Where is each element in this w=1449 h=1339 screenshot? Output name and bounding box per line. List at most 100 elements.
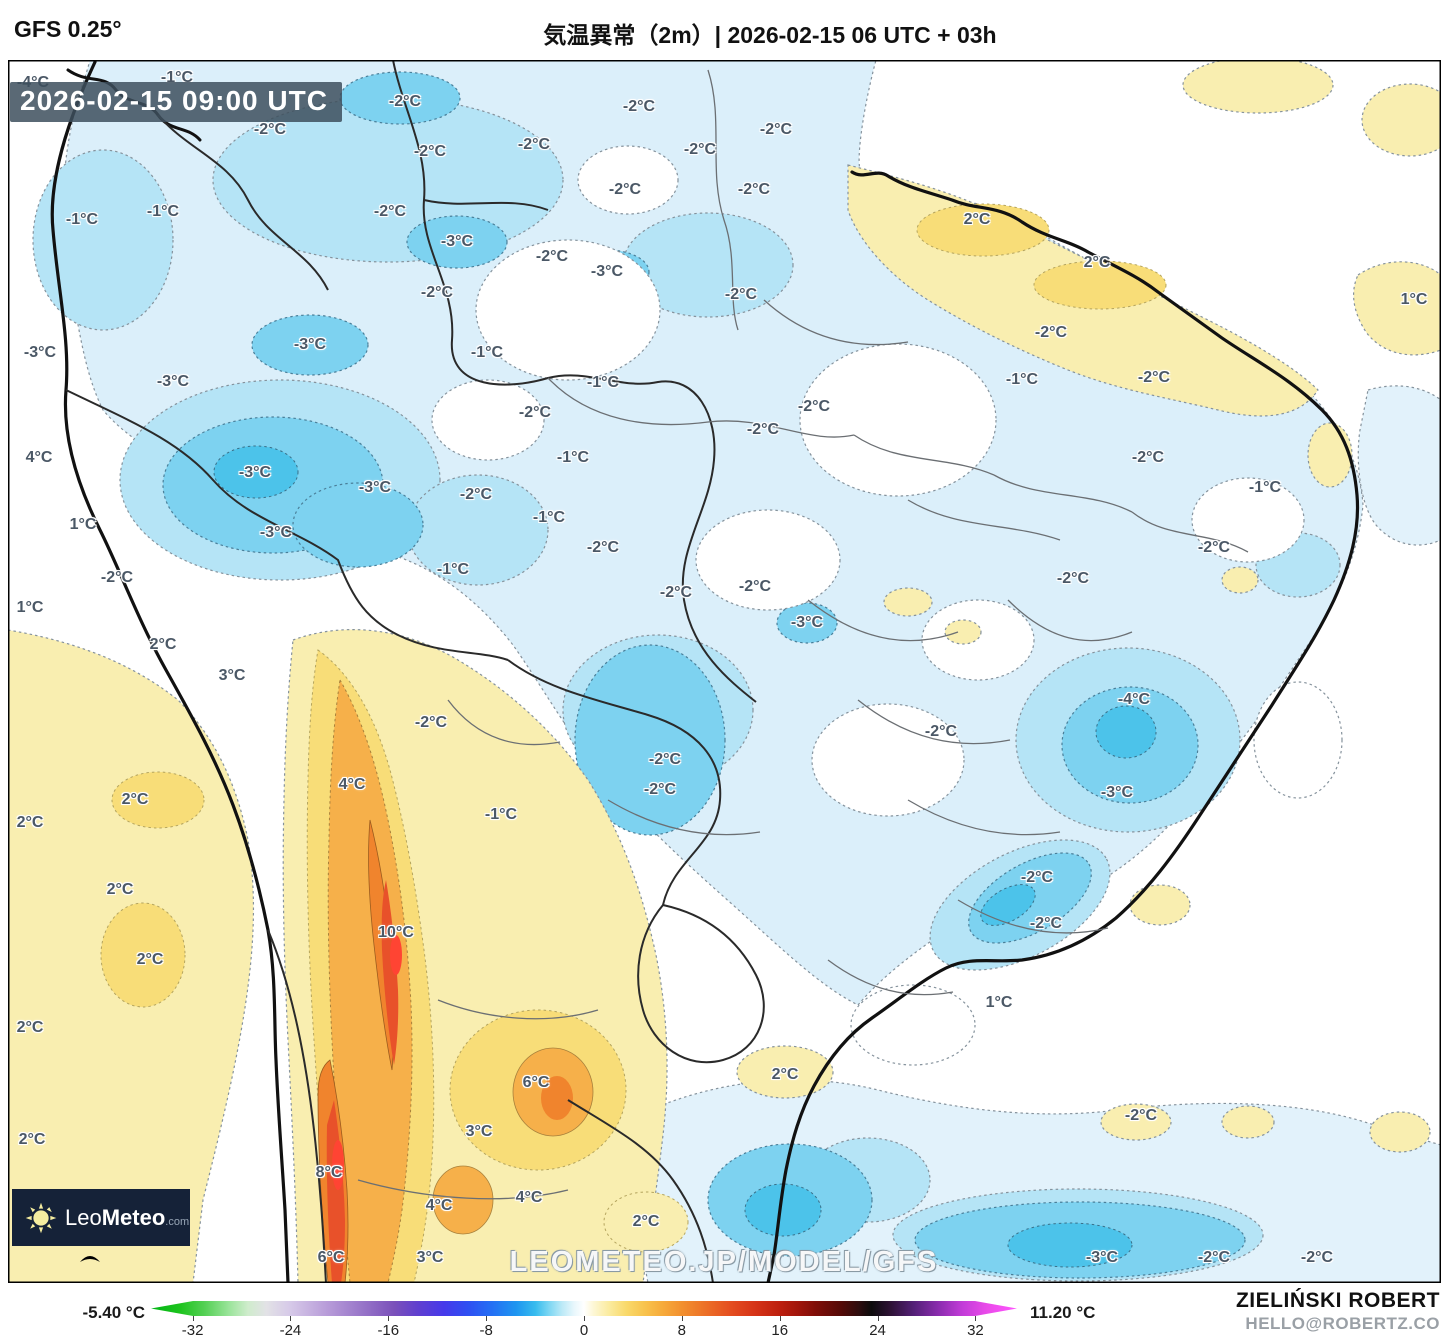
watermark: LEOMETEO.JP/MODEL/GFS <box>509 1246 939 1278</box>
temp-label: -2°C <box>1131 449 1165 466</box>
legend-strip: -5.40 °C -32 -24 -16 -8 0 8 16 24 32 11.20 °C ZI… <box>0 1283 1449 1339</box>
temp-label: -1°C <box>146 203 180 220</box>
temp-label: 1°C <box>1400 291 1428 308</box>
map-title: 気温異常（2m）| 2026-02-15 06 UTC + 03h <box>543 22 997 48</box>
temp-label: 2°C <box>149 636 177 653</box>
model-label: GFS 0.25° <box>14 16 122 42</box>
temp-label: -1°C <box>1248 479 1282 496</box>
temp-label: -3°C <box>590 263 624 280</box>
temp-label: -2°C <box>659 584 693 601</box>
temp-label: -3°C <box>293 336 327 353</box>
temp-label: -2°C <box>608 181 642 198</box>
temp-label: -2°C <box>1197 1249 1231 1266</box>
temp-label: 2°C <box>963 211 991 228</box>
temp-label: -2°C <box>797 398 831 415</box>
colorbar-ticklabel: -16 <box>377 1322 400 1339</box>
temp-label: -1°C <box>65 211 99 228</box>
temp-label: -2°C <box>1034 324 1068 341</box>
temp-label: -2°C <box>924 723 958 740</box>
temp-label: -2°C <box>643 781 677 798</box>
colorbar-tickmark <box>192 1316 194 1321</box>
temp-label: 2°C <box>106 881 134 898</box>
colorbar-ticklabel: 0 <box>579 1322 589 1339</box>
colorbar-ticklabel: -24 <box>279 1322 302 1339</box>
header-bar: GFS 0.25° 気温異常（2m）| 2026-02-15 06 UTC + … <box>0 0 1449 60</box>
leometeo-logo: LeoMeteo.com <box>12 1189 190 1246</box>
colorbar-tickmark <box>681 1316 683 1321</box>
temp-label: -1°C <box>484 806 518 823</box>
temp-label: 4°C <box>425 1197 453 1214</box>
colorbar-ticklabel: -8 <box>479 1322 493 1339</box>
temp-label: -1°C <box>1005 371 1039 388</box>
temp-label: 3°C <box>416 1249 444 1266</box>
colorbar-ticklabel: 24 <box>869 1322 886 1339</box>
colorbar-tickmark <box>290 1316 292 1321</box>
colorbar-max-label: 11.20 °C <box>1030 1303 1096 1322</box>
temp-label: -3°C <box>440 233 474 250</box>
temp-label: -2°C <box>1020 869 1054 886</box>
temp-label: 6°C <box>317 1249 345 1266</box>
colorbar-ticklabel: 32 <box>967 1322 984 1339</box>
temp-label: -3°C <box>1085 1249 1119 1266</box>
colorbar-tickmark <box>584 1316 585 1321</box>
temp-label: -1°C <box>586 374 620 391</box>
temp-label: -1°C <box>436 561 470 578</box>
temp-label: 4°C <box>338 776 366 793</box>
colorbar-ticks: -32 -24 -16 -8 0 8 16 24 32 <box>151 1316 1017 1339</box>
temp-label: -2°C <box>759 121 793 138</box>
logo-text: LeoMeteo.com <box>65 1204 190 1230</box>
temp-label: 8°C <box>315 1164 343 1181</box>
sun-icon <box>25 1202 57 1233</box>
temp-label: 2°C <box>18 1131 46 1148</box>
colorbar-tickmark <box>877 1316 879 1321</box>
temp-label: -2°C <box>535 248 569 265</box>
temp-label: -2°C <box>518 404 552 421</box>
temp-label: -2°C <box>622 98 656 115</box>
temp-label: -3°C <box>358 479 392 496</box>
colorbar-ticklabel: 8 <box>677 1322 687 1339</box>
temp-label: -2°C <box>1137 369 1171 386</box>
temp-label: 4°C <box>515 1189 543 1206</box>
temp-label: -2°C <box>388 93 422 110</box>
temp-label: -2°C <box>738 578 772 595</box>
temp-label: -3°C <box>1100 784 1134 801</box>
temp-label: -2°C <box>648 751 682 768</box>
timestamp-overlay: 2026-02-15 09:00 UTC <box>10 82 342 122</box>
temp-label: -3°C <box>790 614 824 631</box>
temp-label: 2°C <box>16 1019 44 1036</box>
map-canvas: -4°C -1°C -2°C -2°C -2°C -2°C -2°C -2°C -2°C -2°C… <box>8 60 1441 1283</box>
temp-label: 3°C <box>218 667 246 684</box>
temp-label: 2°C <box>632 1213 660 1230</box>
temp-label: -2°C <box>420 284 454 301</box>
temp-label: 10°C <box>378 924 414 941</box>
temp-label: -2°C <box>459 486 493 503</box>
temp-label: -2°C <box>373 203 407 220</box>
colorbar-min-label: -5.40 °C <box>82 1303 145 1322</box>
temp-label: 1°C <box>16 599 44 616</box>
temp-label: -2°C <box>1197 539 1231 556</box>
temp-label: 3°C <box>465 1123 493 1140</box>
temp-label: -2°C <box>746 421 780 438</box>
colorbar-tickmark <box>779 1316 781 1321</box>
temp-label: -2°C <box>724 286 758 303</box>
temp-label: 6°C <box>522 1074 550 1091</box>
temp-label: -2°C <box>517 136 551 153</box>
colorbar-tickmark <box>975 1316 977 1321</box>
temp-label: 2°C <box>136 951 164 968</box>
temp-label: -1°C <box>470 344 504 361</box>
temp-label: -2°C <box>586 539 620 556</box>
map-graphic <box>8 60 1441 1283</box>
temp-label: 2°C <box>1083 254 1111 271</box>
colorbar-tickmark <box>486 1316 488 1321</box>
temp-label: -1°C <box>532 509 566 526</box>
temp-label: 1°C <box>985 994 1013 1011</box>
temp-label: -2°C <box>100 569 134 586</box>
temp-label: -2°C <box>1124 1107 1158 1124</box>
temp-label: -2°C <box>414 714 448 731</box>
temp-label: -2°C <box>253 121 287 138</box>
credit-name: ZIELIŃSKI ROBERT <box>1235 1289 1440 1312</box>
temp-label: -3°C <box>23 344 57 361</box>
temp-label: -2°C <box>1300 1249 1334 1266</box>
temp-label: -3°C <box>259 524 293 541</box>
temp-label: -1°C <box>160 69 194 86</box>
